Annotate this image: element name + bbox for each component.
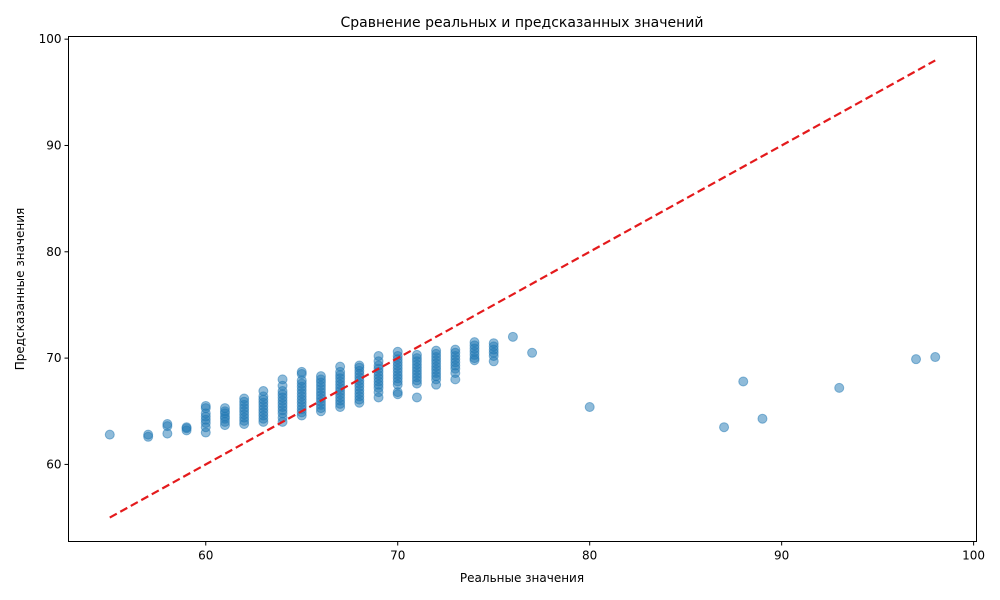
data-point (584, 402, 595, 413)
x-axis-label: Реальные значения (460, 571, 584, 585)
data-point (239, 393, 250, 404)
reference-line-layer (109, 59, 936, 519)
x-axis-ticks: 60 70 80 90 100 (198, 541, 985, 563)
data-point (719, 422, 730, 433)
data-point (527, 347, 538, 358)
y-tick-label: 60 (46, 457, 61, 471)
data-point (488, 338, 499, 349)
data-point (200, 400, 211, 411)
data-point (930, 352, 941, 363)
x-tick-label: 100 (962, 549, 985, 563)
points-layer (104, 331, 941, 442)
data-point (296, 366, 307, 377)
data-point (335, 361, 346, 372)
data-point (181, 422, 192, 433)
data-point (411, 392, 422, 403)
data-point (315, 371, 326, 382)
y-axis-label: Предсказанные значения (13, 208, 27, 371)
data-point (143, 429, 154, 440)
x-tick-label: 70 (390, 549, 405, 563)
data-point (911, 354, 922, 365)
data-point (392, 346, 403, 357)
data-point (104, 429, 115, 440)
data-point (277, 374, 288, 385)
data-point (162, 419, 173, 430)
plot-frame (68, 36, 977, 542)
data-point (507, 331, 518, 342)
data-point (469, 337, 480, 348)
y-tick-label: 70 (46, 351, 61, 365)
reference-line (109, 59, 936, 519)
y-axis-ticks: 60 70 80 90 100 (39, 32, 69, 471)
data-point (373, 350, 384, 361)
data-point (834, 382, 845, 393)
data-point (258, 386, 269, 397)
y-tick-label: 100 (39, 32, 62, 46)
data-point (738, 376, 749, 387)
y-tick-label: 90 (46, 138, 61, 152)
data-point (354, 360, 365, 371)
data-point (219, 403, 230, 414)
y-tick-label: 80 (46, 245, 61, 259)
data-point (450, 344, 461, 355)
data-point (757, 413, 768, 424)
x-tick-label: 60 (198, 549, 213, 563)
x-tick-label: 90 (774, 549, 789, 563)
data-point (431, 345, 442, 356)
chart-title: Сравнение реальных и предсказанных значе… (341, 15, 704, 31)
x-tick-label: 80 (582, 549, 597, 563)
data-point (411, 349, 422, 360)
